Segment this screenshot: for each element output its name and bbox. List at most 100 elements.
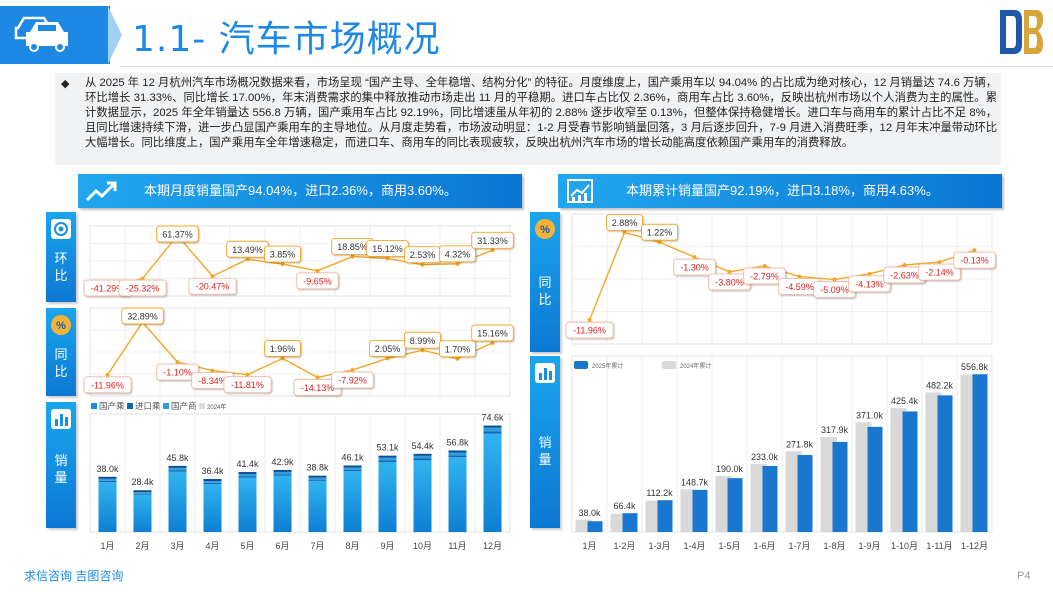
yoy-data-label: 32.89% (127, 312, 158, 322)
cum-x-tick: 1-3月 (648, 541, 670, 551)
yoy-data-label: -7.92% (338, 376, 367, 386)
cum-bar-2025 (622, 513, 638, 532)
yoy-point (245, 372, 250, 377)
cum-x-tick: 1-9月 (858, 541, 880, 551)
percent-icon: % (51, 315, 71, 335)
cum-yoy-data-label: -5.09% (820, 285, 849, 295)
sales-bar-国产乘 (448, 457, 467, 532)
sales-bar-进口乘 (448, 455, 467, 458)
legend-label: 2024年 (207, 403, 226, 411)
cum-bar-2025 (972, 374, 988, 532)
sales-bar-cap (308, 475, 327, 478)
cum-bar-2025 (587, 521, 603, 532)
mom-point (245, 257, 250, 262)
right-banner: 本期累计销量国产92.19%，进口3.18%，商用4.63%。 (558, 174, 1002, 208)
mom-data-label-box (264, 245, 301, 263)
cum-data-label: 190.0k (716, 464, 744, 474)
sales-bar-cap (203, 479, 222, 482)
mom-data-label-box (296, 272, 339, 290)
mom-data-label: 3.85% (270, 250, 296, 260)
cum-data-label: 233.0k (751, 452, 779, 462)
sales-bar-cap (273, 469, 292, 472)
cum-bar-2025 (902, 411, 918, 532)
sales-bar-cap (168, 465, 187, 468)
sales-x-tick: 7月 (310, 541, 324, 551)
sales-x-tick: 3月 (170, 541, 184, 551)
header-divider (120, 66, 1053, 67)
cum-data-label: 371.0k (856, 410, 884, 420)
side-label-mom-char1: 环 (54, 251, 68, 266)
yoy-point (315, 375, 320, 380)
svg-text:%: % (56, 320, 66, 332)
cum-x-tick: 1-12月 (961, 541, 988, 551)
sales-bar-国产商 (343, 467, 362, 470)
percent-icon: % (535, 219, 555, 239)
yoy-point (385, 356, 390, 361)
summary-text: 从 2025 年 12 月杭州汽车市场概况数据来看，市场呈现 “国产主导、全年稳… (85, 77, 997, 149)
sales-data-label: 74.6k (481, 413, 504, 423)
cum-data-label: 556.8k (961, 362, 989, 372)
bar-chart-icon (567, 179, 593, 203)
mom-data-label-box (439, 245, 476, 263)
sales-bar-进口乘 (483, 431, 502, 434)
cum-x-tick: 1-6月 (753, 541, 775, 551)
legend-swatch (127, 403, 133, 409)
yoy-data-label: 15.16% (477, 329, 508, 339)
sales-bar-国产乘 (238, 477, 257, 532)
yoy-data-label: 2.05% (375, 344, 401, 354)
mom-point (350, 254, 355, 259)
sales-data-label: 38.8k (306, 463, 329, 473)
sales-bar-国产乘 (273, 475, 292, 532)
mom-data-label: 2.53% (410, 250, 436, 260)
yoy-data-label-box (369, 339, 406, 357)
cum-yoy-data-label-box (641, 223, 678, 241)
cum-data-label: 112.2k (646, 488, 673, 498)
cum-data-label: 425.4k (891, 396, 919, 406)
mom-point (490, 248, 495, 253)
yoy-data-label-box (331, 371, 374, 389)
yoy-data-label-box (439, 340, 476, 358)
mom-series-line (107, 234, 493, 288)
cum-yoy-point (622, 230, 627, 235)
sales-x-tick: 2月 (135, 541, 149, 551)
sales-bar-国产商 (273, 471, 292, 475)
side-label-cum-sales: 销 量 (530, 356, 560, 528)
legend-swatch (163, 403, 169, 409)
sales-bar-国产商 (378, 457, 397, 461)
sales-bar-国产乘 (413, 460, 432, 532)
cum-data-label: 38.0k (578, 508, 601, 518)
yoy-data-label-box (264, 340, 301, 357)
company-logo-icon (1000, 10, 1043, 54)
sales-data-label: 41.4k (236, 459, 259, 469)
sales-data-label: 38.0k (96, 464, 119, 474)
side-label-yoy-char2: 比 (54, 364, 68, 379)
cum-bar-2025 (762, 465, 778, 532)
mom-data-label: 13.49% (232, 245, 263, 255)
yoy-data-label: 8.99% (410, 336, 436, 346)
legend-label: 2025年累计 (592, 362, 623, 370)
yoy-data-label-box (223, 376, 272, 394)
cum-yoy-data-label-box (565, 321, 614, 339)
trend-up-icon (85, 181, 117, 202)
cum-bar-2025 (937, 395, 953, 532)
legend-swatch (91, 403, 97, 409)
sales-bar-国产乘 (98, 482, 117, 532)
side-label-cum-yoy: % 同 比 (530, 212, 560, 352)
mom-data-label: -25.32% (126, 284, 160, 294)
mom-point (280, 262, 285, 267)
sales-x-tick: 4月 (205, 541, 219, 551)
footer-brand[interactable]: 求信咨询 吉图咨询 (24, 569, 124, 583)
side-label-sales: 销 量 (46, 402, 76, 528)
header-arrow-accent (108, 6, 122, 64)
cum-yoy-data-label: 2.88% (612, 218, 638, 228)
legend-label: 2024年累计 (680, 362, 711, 370)
cum-yoy-data-label-box (743, 267, 786, 285)
side-label-cum-sales-char2: 量 (538, 452, 552, 467)
sales-bar-国产商 (308, 477, 327, 480)
bar-chart-small-icon (535, 363, 555, 383)
mom-data-label: -41.29% (91, 284, 125, 294)
sales-data-label: 45.8k (166, 453, 189, 463)
mom-data-label-box (188, 277, 237, 295)
sales-data-label: 42.9k (271, 457, 294, 467)
